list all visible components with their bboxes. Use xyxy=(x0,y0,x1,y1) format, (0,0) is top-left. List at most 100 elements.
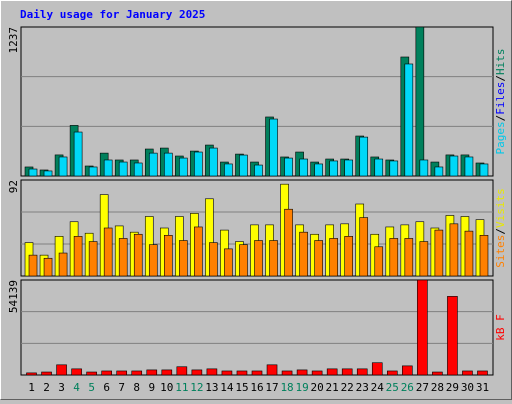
bar xyxy=(103,227,113,277)
x-tick-label: 25 xyxy=(386,381,399,394)
x-tick-label: 18 xyxy=(280,381,293,394)
bar xyxy=(28,168,38,177)
bar xyxy=(194,226,203,277)
bar xyxy=(402,365,413,376)
bar xyxy=(86,371,97,376)
x-tick-label: 5 xyxy=(88,381,95,394)
bar xyxy=(404,63,414,177)
bar xyxy=(28,254,38,277)
x-tick-label: 26 xyxy=(401,381,414,394)
x-tick-label: 23 xyxy=(356,381,369,394)
bar xyxy=(73,131,83,177)
bar xyxy=(329,160,338,177)
bar xyxy=(329,238,338,277)
bar xyxy=(209,242,218,277)
x-tick-label: 1 xyxy=(28,381,35,394)
x-tick-label: 17 xyxy=(265,381,278,394)
bar xyxy=(299,158,308,177)
bar xyxy=(359,136,369,177)
bar xyxy=(221,370,233,376)
x-tick-label: 24 xyxy=(371,381,385,394)
bar xyxy=(73,236,83,277)
bar xyxy=(434,229,444,277)
bar xyxy=(239,154,248,177)
bar xyxy=(251,370,263,376)
bar xyxy=(284,157,293,177)
bar xyxy=(146,369,158,376)
axis-label-part: / xyxy=(494,228,507,235)
axis-label-part: / xyxy=(494,75,507,82)
axis-label-part: / xyxy=(494,115,507,122)
bar xyxy=(224,248,233,277)
bar xyxy=(179,157,188,177)
x-tick-label: 30 xyxy=(461,381,474,394)
axis-label: Pages/Files/Hits xyxy=(494,49,507,155)
x-tick-label: 31 xyxy=(476,381,489,394)
axis-label-part: Visits xyxy=(494,188,507,228)
x-tick-label: 9 xyxy=(148,381,155,394)
bar xyxy=(326,368,338,376)
bar xyxy=(266,364,278,376)
bar xyxy=(209,147,218,177)
x-tick-label: 21 xyxy=(326,381,339,394)
bar xyxy=(404,238,414,277)
bar xyxy=(296,369,308,376)
bar xyxy=(88,166,98,177)
axis-label-part: Files xyxy=(494,82,507,115)
bar xyxy=(131,370,143,376)
bar xyxy=(374,158,384,177)
bar xyxy=(236,370,248,376)
axis-label-part: Sites xyxy=(494,235,507,268)
bar xyxy=(344,236,353,277)
axis-label-part: Hits xyxy=(494,49,507,76)
x-tick-label: 29 xyxy=(446,381,459,394)
bar xyxy=(116,370,128,376)
bar xyxy=(254,240,263,277)
bar xyxy=(118,161,128,177)
bar xyxy=(101,370,112,376)
x-tick-label: 14 xyxy=(220,381,234,394)
bar xyxy=(43,257,53,277)
x-tick-label: 10 xyxy=(160,381,173,394)
bar xyxy=(254,164,263,177)
bar xyxy=(344,159,353,177)
axis-label-part: kB F xyxy=(494,314,507,341)
y-tick-label: 54139 xyxy=(7,280,20,313)
bar xyxy=(224,163,233,177)
x-tick-label: 4 xyxy=(73,381,80,394)
axis-label: Sites/Visits xyxy=(494,188,507,268)
bar xyxy=(71,368,82,376)
bar xyxy=(434,166,444,177)
bar xyxy=(311,370,323,376)
bar xyxy=(194,151,203,177)
bar xyxy=(389,160,399,177)
x-tick-label: 6 xyxy=(103,381,110,394)
bar xyxy=(118,238,128,277)
bar xyxy=(359,217,369,277)
bar xyxy=(58,156,68,177)
chart-title: Daily usage for January 2025 xyxy=(20,8,205,21)
bar xyxy=(341,368,353,376)
y-tick-label: 92 xyxy=(7,180,20,193)
bar xyxy=(356,368,368,376)
bar xyxy=(239,244,248,277)
bar xyxy=(389,238,399,277)
bar xyxy=(161,369,173,376)
bar xyxy=(371,362,383,376)
y-tick-label: 1237 xyxy=(7,27,20,54)
x-tick-label: 22 xyxy=(341,381,354,394)
x-tick-label: 20 xyxy=(311,381,324,394)
x-tick-label: 27 xyxy=(416,381,429,394)
bar xyxy=(479,235,489,277)
bar xyxy=(191,369,203,376)
bar xyxy=(415,26,425,177)
bar xyxy=(284,208,293,277)
bar xyxy=(314,240,323,277)
bar xyxy=(148,244,158,277)
x-tick-label: 3 xyxy=(58,381,65,394)
bar xyxy=(26,372,37,376)
x-tick-label: 2 xyxy=(43,381,50,394)
bar xyxy=(374,246,384,277)
bar xyxy=(41,371,52,376)
